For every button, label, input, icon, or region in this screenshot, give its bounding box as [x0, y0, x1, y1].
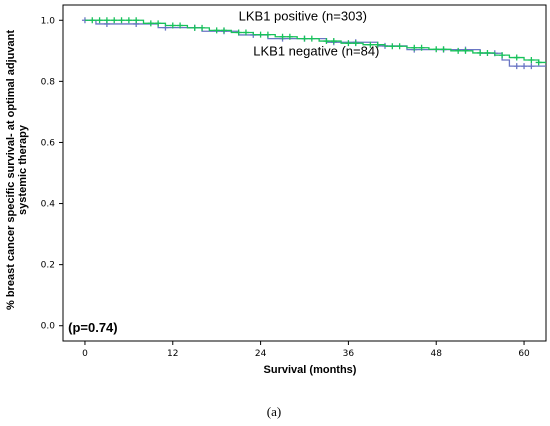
x-tick-label: 60: [518, 349, 530, 359]
censor-mark-lkb1-positive: [308, 35, 315, 42]
x-tick-label: 12: [167, 349, 178, 359]
survival-line-lkb1-positive: [84, 19, 546, 64]
y-axis-title-line1: % breast cancer specific survival- at op…: [5, 30, 17, 310]
annotation-layer: LKB1 positive (n=303) LKB1 negative (n=84…: [68, 8, 379, 335]
censor-mark-lkb1-positive: [111, 17, 118, 24]
censor-mark-lkb1-negative: [513, 63, 520, 70]
x-axis-title: Survival (months): [264, 364, 357, 376]
censor-mark-lkb1-positive: [191, 24, 198, 31]
censor-mark-lkb1-positive: [418, 44, 425, 51]
censor-mark-lkb1-positive: [345, 40, 352, 47]
censor-mark-lkb1-positive: [257, 31, 264, 38]
censor-mark-lkb1-positive: [235, 29, 242, 36]
censor-mark-lkb1-positive: [484, 49, 491, 56]
censor-mark-lkb1-positive: [367, 41, 374, 48]
censor-mark-lkb1-positive: [89, 17, 96, 24]
censor-mark-lkb1-positive: [133, 17, 140, 24]
censor-mark-lkb1-positive: [499, 52, 506, 59]
y-tick-label: 0.6: [41, 138, 56, 148]
plot-area: [62, 4, 547, 342]
y-tick-label: 1.0: [41, 16, 56, 26]
x-tick-label: 48: [431, 349, 443, 359]
censor-mark-lkb1-positive: [147, 20, 154, 27]
censor-mark-lkb1-positive: [323, 38, 330, 45]
x-tick-label: 0: [82, 349, 88, 359]
censor-mark-lkb1-positive: [96, 17, 103, 24]
censor-mark-lkb1-positive: [118, 17, 125, 24]
censor-mark-lkb1-positive: [177, 22, 184, 29]
figure-caption: (a): [267, 404, 281, 419]
censor-mark-lkb1-negative: [528, 63, 535, 70]
y-axis-title-line2: systemic therapy: [17, 124, 29, 215]
annotation-lkb1-positive: LKB1 positive (n=303): [239, 8, 367, 23]
x-tick-label: 36: [343, 349, 355, 359]
censor-mark-lkb1-positive: [374, 41, 381, 48]
censor-mark-lkb1-positive: [169, 22, 176, 29]
annotation-lkb1-negative: LKB1 negative (n=84): [253, 43, 379, 58]
x-tick-label: 24: [255, 349, 267, 359]
censor-mark-lkb1-positive: [155, 20, 162, 27]
censor-mark-lkb1-positive: [455, 47, 462, 54]
censor-mark-lkb1-positive: [535, 59, 542, 66]
censor-mark-lkb1-positive: [477, 49, 484, 56]
y-tick-label: 0.8: [41, 77, 56, 87]
censor-mark-lkb1-positive: [264, 31, 271, 38]
y-axis-title: % breast cancer specific survival- at op…: [5, 30, 29, 310]
series-layer: [81, 17, 546, 70]
censor-mark-lkb1-positive: [513, 54, 520, 61]
censor-mark-lkb1-positive: [528, 56, 535, 63]
y-axis: 0.0 0.2 0.4 0.6 0.8 1.0: [41, 16, 63, 332]
series-lkb1-positive: [84, 17, 546, 66]
censor-mark-lkb1-positive: [389, 43, 396, 50]
censor-mark-lkb1-positive: [279, 33, 286, 40]
censor-mark-lkb1-positive: [301, 35, 308, 42]
censor-mark-lkb1-positive: [411, 44, 418, 51]
censor-mark-lkb1-positive: [440, 46, 447, 53]
y-tick-label: 0.0: [41, 322, 56, 332]
censor-mark-lkb1-positive: [213, 27, 220, 34]
censor-mark-lkb1-positive: [242, 29, 249, 36]
censor-mark-lkb1-positive: [433, 46, 440, 53]
censor-mark-lkb1-positive: [125, 17, 132, 24]
plot-frame: [62, 4, 547, 342]
censor-mark-lkb1-positive: [352, 40, 359, 47]
censor-mark-lkb1-negative: [521, 63, 528, 70]
x-axis: 0 12 24 36 48 60: [82, 341, 530, 359]
censor-mark-lkb1-positive: [103, 17, 110, 24]
censor-mark-lkb1-positive: [330, 38, 337, 45]
censor-mark-lkb1-positive: [221, 27, 227, 34]
y-tick-label: 0.2: [41, 261, 55, 271]
censor-mark-lkb1-positive: [199, 24, 206, 31]
y-tick-label: 0.4: [41, 200, 56, 210]
p-value-label: (p=0.74): [68, 320, 118, 335]
censor-mark-lkb1-positive: [396, 43, 403, 50]
censor-mark-lkb1-positive: [462, 47, 469, 54]
censor-mark-lkb1-positive: [286, 33, 293, 40]
